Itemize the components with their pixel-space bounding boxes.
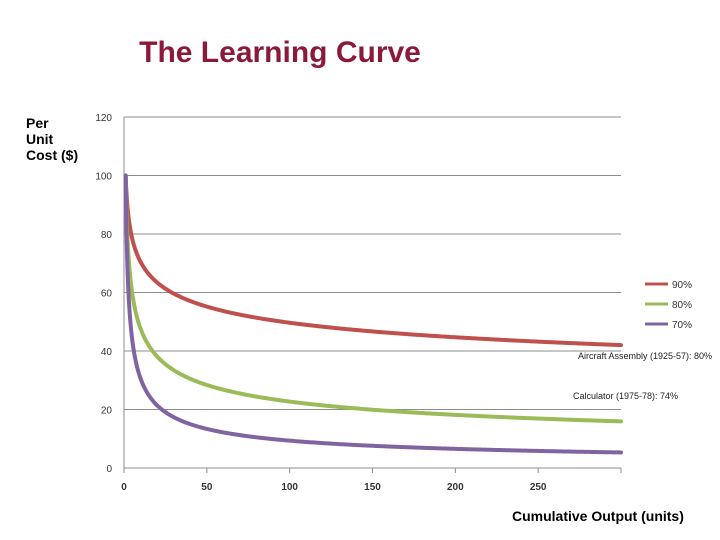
legend-label-90pct: 90%: [672, 280, 692, 291]
x-tick-label-2: 100: [281, 482, 298, 493]
series-line-70pct: [123, 173, 623, 455]
y-tick-label-0: 0: [106, 464, 112, 475]
legend-label-70pct: 70%: [672, 320, 692, 331]
y-axis-label-line-3: Cost ($): [26, 147, 79, 163]
series-line-90pct: [123, 173, 623, 348]
x-tick-label-4: 200: [447, 482, 464, 493]
y-tick-label-3: 60: [101, 289, 113, 300]
annotation-0: Aircraft Assembly (1925-57): 80%: [578, 351, 712, 361]
y-tick-label-2: 40: [101, 347, 113, 358]
chart-title: The Learning Curve: [139, 36, 421, 69]
y-axis-label-line-2: Unit: [26, 131, 54, 147]
x-tick-label-5: 250: [530, 482, 547, 493]
y-tick-label-5: 100: [95, 172, 112, 183]
y-axis-label-line-1: Per: [26, 115, 49, 131]
x-tick-label-0: 0: [121, 482, 127, 493]
x-axis-label: Cumulative Output (units): [512, 508, 684, 524]
series-line-80pct: [123, 173, 623, 424]
y-axis-label: Per Unit Cost ($): [26, 115, 96, 163]
x-tick-label-3: 150: [364, 482, 381, 493]
annotation-1: Calculator (1975-78): 74%: [573, 391, 678, 401]
y-tick-label-6: 120: [95, 113, 112, 124]
y-tick-label-4: 80: [101, 230, 113, 241]
y-tick-label-1: 20: [101, 406, 113, 417]
legend-label-80pct: 80%: [672, 300, 692, 311]
x-tick-label-1: 50: [201, 482, 213, 493]
